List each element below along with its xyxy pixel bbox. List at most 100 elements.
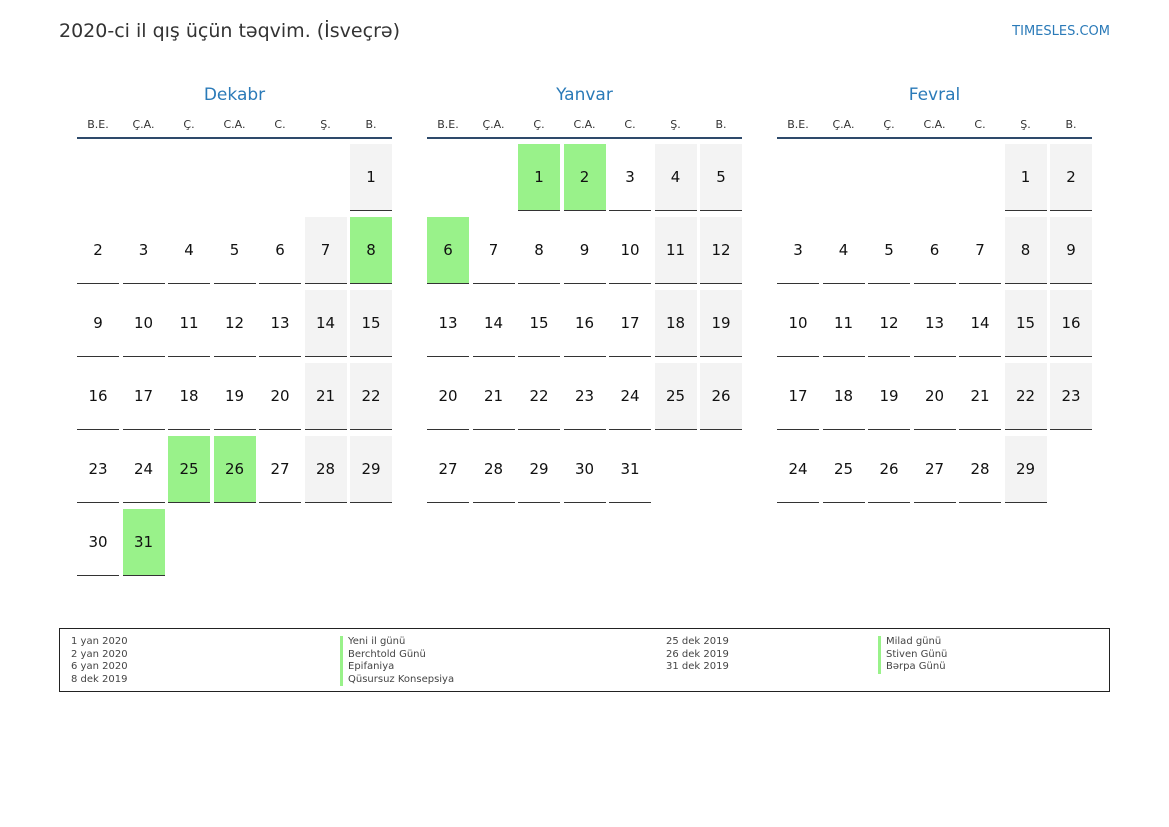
day-cell: 6 [259, 217, 301, 284]
day-cell: 9 [1050, 217, 1092, 284]
day-cell: 28 [472, 436, 515, 503]
weekday-label: Ç.A. [832, 118, 855, 131]
legend-date: 1 yan 2020 [71, 636, 128, 647]
day-cell: 7 [472, 217, 515, 284]
day-cell: 30 [77, 509, 119, 576]
day-cell: 9 [77, 290, 119, 357]
weekday-label: B. [1065, 118, 1077, 131]
day-cell: 1 [350, 144, 392, 211]
legend-date: 6 yan 2020 [71, 661, 128, 672]
weekday-label: Ş. [320, 118, 331, 131]
day-cell: 10 [609, 217, 651, 284]
weekday-label: Ç. [183, 118, 195, 131]
day-cell: 16 [77, 363, 119, 430]
legend-date: 2 yan 2020 [71, 648, 128, 660]
day-cell: 14 [959, 290, 1001, 357]
day-cell: 2 [1050, 144, 1092, 211]
weekday-label: C. [274, 118, 286, 131]
day-cell: 4 [168, 217, 210, 284]
day-cell: 23 [77, 436, 119, 503]
weekday-label: Ş. [670, 118, 681, 131]
legend-names-left: Yeni il günü Berchtold Günü Epifaniya Qü… [340, 636, 454, 686]
weekday-label: C.A. [923, 118, 946, 131]
day-cell: 17 [777, 363, 819, 430]
weekday-header: B.E. Ç.A. Ç. C.A. C. Ş. B. [77, 115, 392, 139]
day-cell: 2 [77, 217, 119, 284]
day-cell: 11 [654, 217, 697, 284]
day-cell: 19 [700, 290, 742, 357]
day-cell: 13 [427, 290, 469, 357]
weekday-label: B.E. [787, 118, 809, 131]
day-cell: 7 [304, 217, 347, 284]
day-cell: 14 [304, 290, 347, 357]
day-cell: 18 [168, 363, 210, 430]
weekday-label: C.A. [573, 118, 596, 131]
day-cell: 8 [518, 217, 560, 284]
day-cell: 19 [213, 363, 256, 430]
day-cell: 18 [822, 363, 865, 430]
weekday-label: Ş. [1020, 118, 1031, 131]
legend-date: 26 dek 2019 [666, 648, 729, 660]
month-name: Fevral [908, 85, 961, 105]
day-cell: 15 [350, 290, 392, 357]
day-grid: 1 2 3 4 5 6 7 8 9 10 11 12 13 14 15 16 17 18 19 20 21 22 23 24 2… [427, 142, 742, 582]
day-cell: 13 [259, 290, 301, 357]
day-cell: 21 [959, 363, 1001, 430]
day-cell: 10 [122, 290, 165, 357]
day-cell: 27 [427, 436, 469, 503]
day-cell: 12 [868, 290, 910, 357]
day-cell: 4 [654, 144, 697, 211]
legend-holiday-name: Qüsursuz Konsepsiya [340, 673, 454, 686]
day-cell: 26 [700, 363, 742, 430]
day-cell: 6 [913, 217, 956, 284]
day-cell: 29 [518, 436, 560, 503]
day-cell: 3 [777, 217, 819, 284]
day-cell: 23 [1050, 363, 1092, 430]
legend-holiday-name: Milad günü [878, 636, 947, 649]
day-cell: 15 [518, 290, 560, 357]
day-cell: 12 [213, 290, 256, 357]
day-cell: 30 [563, 436, 606, 503]
day-grid: 1 2 3 4 5 6 7 8 9 10 11 12 13 14 15 16 17 18 19 20 21 22 23 24 2… [77, 142, 392, 582]
weekday-label: Ç.A. [482, 118, 505, 131]
day-cell: 20 [913, 363, 956, 430]
day-cell: 21 [304, 363, 347, 430]
day-cell: 31 [609, 436, 651, 503]
legend-holiday-name: Stiven Günü [878, 648, 947, 661]
day-cell: 15 [1004, 290, 1047, 357]
day-cell: 20 [259, 363, 301, 430]
weekday-label: Ç. [533, 118, 545, 131]
weekday-label: C. [974, 118, 986, 131]
day-cell: 21 [472, 363, 515, 430]
day-cell: 3 [609, 144, 651, 211]
day-cell: 16 [1050, 290, 1092, 357]
legend-dates-right: 25 dek 2019 26 dek 2019 31 dek 2019 [666, 636, 729, 674]
day-grid: 1 2 3 4 5 6 7 8 9 10 11 12 13 14 15 16 17 18 19 20 21 22 23 24 2… [777, 142, 1092, 582]
day-cell: 16 [563, 290, 606, 357]
day-cell: 5 [700, 144, 742, 211]
day-cell: 24 [777, 436, 819, 503]
page-title: 2020-ci il qış üçün təqvim. (İsveçrə) [59, 20, 400, 42]
legend-holiday-name: Epifaniya [340, 661, 454, 674]
day-cell: 22 [518, 363, 560, 430]
day-cell: 23 [563, 363, 606, 430]
day-cell: 14 [472, 290, 515, 357]
weekday-label: B. [365, 118, 377, 131]
weekday-label: C.A. [223, 118, 246, 131]
day-cell: 19 [868, 363, 910, 430]
day-cell: 18 [654, 290, 697, 357]
month-name: Yanvar [556, 85, 613, 105]
weekday-label: Ç. [883, 118, 895, 131]
day-cell: 13 [913, 290, 956, 357]
day-cell: 29 [350, 436, 392, 503]
day-cell: 11 [168, 290, 210, 357]
day-cell: 1 [518, 144, 560, 211]
day-cell: 24 [609, 363, 651, 430]
day-cell: 1 [1004, 144, 1047, 211]
day-cell: 4 [822, 217, 865, 284]
site-link[interactable]: TIMESLES.COM [1012, 24, 1110, 39]
legend-date: 31 dek 2019 [666, 661, 729, 672]
day-cell: 17 [609, 290, 651, 357]
